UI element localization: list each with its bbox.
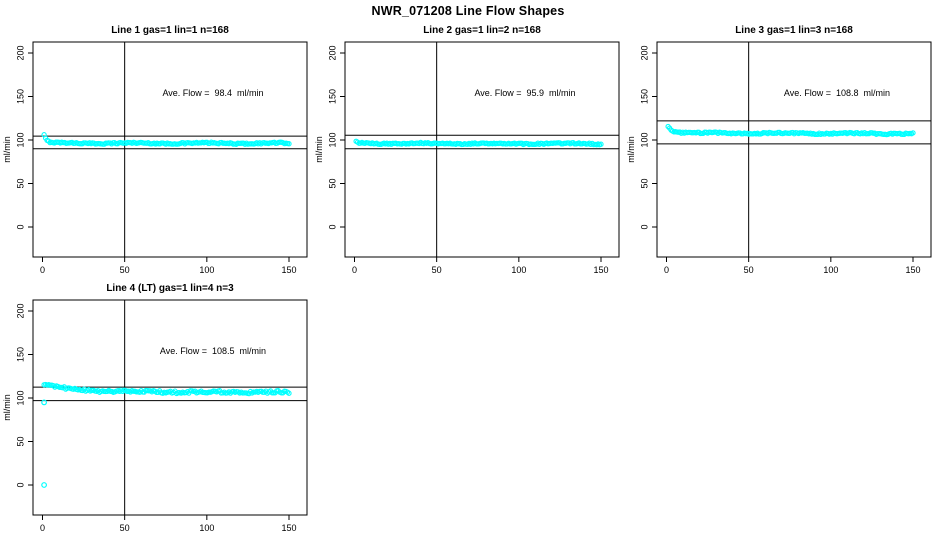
panel-1-title: Line 1 gas=1 lin=1 n=168 bbox=[111, 25, 229, 36]
panel-2: Line 2 gas=1 lin=2 n=168 Ave. Flow = 95.9… bbox=[314, 25, 620, 275]
panel-3-points bbox=[665, 123, 916, 138]
y-tick-label: 150 bbox=[639, 89, 649, 104]
data-point bbox=[286, 390, 292, 396]
panel-4-box bbox=[32, 299, 308, 516]
x-tick-label: 50 bbox=[120, 523, 130, 533]
y-tick-label: 200 bbox=[639, 45, 649, 60]
y-tick-label: 0 bbox=[15, 482, 25, 487]
x-tick-label: 0 bbox=[40, 523, 45, 533]
x-tick-label: 50 bbox=[432, 265, 442, 275]
y-tick-label: 200 bbox=[15, 303, 25, 318]
y-tick-label: 100 bbox=[15, 390, 25, 405]
y-tick-label: 150 bbox=[327, 89, 337, 104]
x-tick-label: 150 bbox=[593, 265, 608, 275]
y-tick-label: 100 bbox=[327, 132, 337, 147]
y-tick-label: 0 bbox=[639, 224, 649, 229]
y-tick-label: 50 bbox=[327, 178, 337, 188]
panel-4-points bbox=[41, 381, 292, 488]
x-tick-label: 150 bbox=[281, 523, 296, 533]
panel-4-ave-flow-label: Ave. Flow = 108.5 ml/min bbox=[160, 346, 266, 356]
y-axis-label: ml/min bbox=[2, 394, 12, 421]
y-axis-label: ml/min bbox=[626, 136, 636, 163]
y-axis-label: ml/min bbox=[2, 136, 12, 163]
x-tick-label: 0 bbox=[352, 265, 357, 275]
y-tick-label: 0 bbox=[15, 224, 25, 229]
panel-1-box bbox=[32, 41, 308, 258]
data-point bbox=[910, 130, 916, 136]
y-tick-label: 150 bbox=[15, 89, 25, 104]
y-tick-label: 50 bbox=[15, 436, 25, 446]
panel-2-box bbox=[344, 41, 620, 258]
panel-1: Line 1 gas=1 lin=1 n=168 Ave. Flow = 98.4… bbox=[2, 25, 308, 275]
panel-3-ave-flow-label: Ave. Flow = 108.8 ml/min bbox=[784, 88, 890, 98]
panel-4: Line 4 (LT) gas=1 lin=4 n=3 Ave. Flow = 1… bbox=[2, 283, 308, 533]
data-point bbox=[286, 141, 292, 147]
data-point bbox=[598, 141, 604, 147]
figure-title: NWR_071208 Line Flow Shapes bbox=[371, 4, 565, 18]
panel-2-points bbox=[353, 138, 604, 148]
x-tick-label: 0 bbox=[664, 265, 669, 275]
x-tick-label: 100 bbox=[199, 523, 214, 533]
y-tick-label: 50 bbox=[15, 178, 25, 188]
x-tick-label: 150 bbox=[281, 265, 296, 275]
x-tick-label: 0 bbox=[40, 265, 45, 275]
panel-3: Line 3 gas=1 lin=3 n=168 Ave. Flow = 108.… bbox=[626, 25, 932, 275]
y-tick-label: 50 bbox=[639, 178, 649, 188]
panel-1-ave-flow-label: Ave. Flow = 98.4 ml/min bbox=[162, 88, 263, 98]
outlier-point bbox=[41, 482, 47, 488]
y-tick-label: 0 bbox=[327, 224, 337, 229]
panel-3-box bbox=[656, 41, 932, 258]
y-axis-label: ml/min bbox=[314, 136, 324, 163]
x-tick-label: 100 bbox=[511, 265, 526, 275]
x-tick-label: 100 bbox=[823, 265, 838, 275]
y-tick-label: 150 bbox=[15, 347, 25, 362]
x-tick-label: 100 bbox=[199, 265, 214, 275]
y-tick-label: 100 bbox=[15, 132, 25, 147]
panel-2-ave-flow-label: Ave. Flow = 95.9 ml/min bbox=[474, 88, 575, 98]
panel-2-title: Line 2 gas=1 lin=2 n=168 bbox=[423, 25, 541, 36]
panel-3-title: Line 3 gas=1 lin=3 n=168 bbox=[735, 25, 853, 36]
y-tick-label: 200 bbox=[327, 45, 337, 60]
x-tick-label: 50 bbox=[120, 265, 130, 275]
y-tick-label: 200 bbox=[15, 45, 25, 60]
y-tick-label: 100 bbox=[639, 132, 649, 147]
panel-1-points bbox=[41, 132, 292, 147]
x-tick-label: 50 bbox=[744, 265, 754, 275]
x-tick-label: 150 bbox=[905, 265, 920, 275]
outlier-point bbox=[41, 399, 47, 406]
panel-4-title: Line 4 (LT) gas=1 lin=4 n=3 bbox=[106, 283, 234, 294]
